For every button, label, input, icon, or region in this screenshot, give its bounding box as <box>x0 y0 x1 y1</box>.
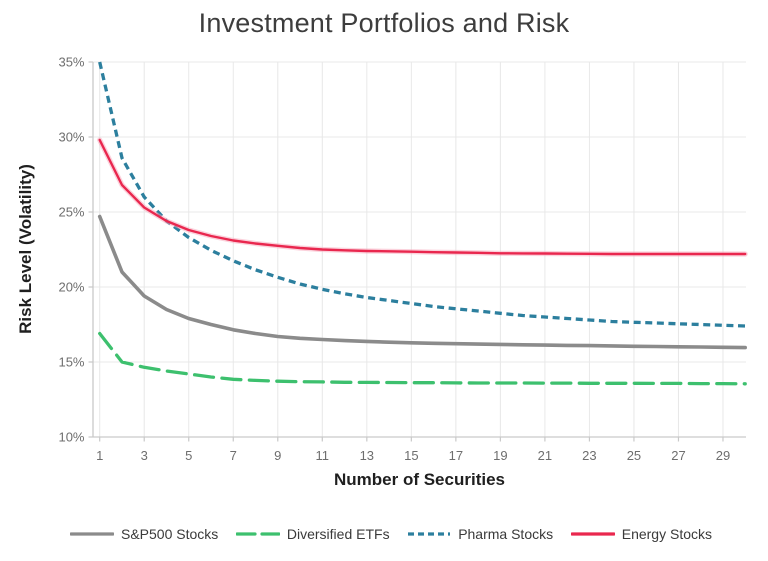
svg-text:15%: 15% <box>58 355 84 370</box>
svg-text:11: 11 <box>316 448 330 463</box>
series-line-s-p500-stocks <box>97 214 748 350</box>
svg-text:9: 9 <box>274 448 281 463</box>
legend-item-pharma-stocks: Pharma Stocks <box>407 526 553 542</box>
legend-line-sample-sp500 <box>70 532 114 536</box>
legend-line-sample-energy-stocks <box>570 532 615 536</box>
legend-item-diversified-etfs: Diversified ETFs <box>235 526 390 542</box>
axes <box>88 61 746 442</box>
legend: S&P500 Stocks Diversified ETFs Pharma St… <box>70 523 712 545</box>
svg-text:3: 3 <box>141 448 148 463</box>
legend-line-sample-pharma-stocks <box>408 532 451 536</box>
series-line-pharma-stocks <box>98 61 746 328</box>
series-halo-energy-stocks <box>97 137 748 257</box>
series-line-diversified-etfs <box>98 331 747 386</box>
svg-text:29: 29 <box>716 448 730 463</box>
gridlines <box>93 61 746 437</box>
svg-text:10%: 10% <box>58 430 84 445</box>
legend-item-sp500-stocks: S&P500 Stocks <box>70 526 218 542</box>
svg-text:15: 15 <box>404 448 418 463</box>
legend-label-energy-stocks: Energy Stocks <box>621 526 712 542</box>
svg-text:35%: 35% <box>58 55 84 70</box>
svg-text:17: 17 <box>449 448 463 463</box>
svg-text:23: 23 <box>582 448 596 463</box>
svg-text:5: 5 <box>185 448 192 463</box>
x-tick-labels: 1 3 5 7 9 11 13 15 17 19 21 23 25 27 29 <box>96 448 730 463</box>
svg-text:19: 19 <box>493 448 507 463</box>
series-line-energy-stocks <box>98 138 747 256</box>
svg-text:1: 1 <box>96 448 103 463</box>
legend-label-pharma-stocks: Pharma Stocks <box>458 526 554 542</box>
y-tick-labels: 10% 15% 20% 25% 30% 35% <box>58 55 84 445</box>
x-axis-title: Number of Securities <box>334 470 505 489</box>
svg-text:7: 7 <box>230 448 237 463</box>
svg-text:25: 25 <box>627 448 641 463</box>
svg-text:27: 27 <box>671 448 685 463</box>
svg-text:20%: 20% <box>58 280 84 295</box>
legend-label-sp500-stocks: S&P500 Stocks <box>121 526 219 542</box>
legend-line-sample-diversified-etfs <box>235 532 280 536</box>
chart-title: Investment Portfolios and Risk <box>198 8 570 38</box>
legend-label-diversified-etfs: Diversified ETFs <box>286 526 390 542</box>
svg-text:21: 21 <box>538 448 552 463</box>
svg-text:30%: 30% <box>58 130 84 145</box>
svg-text:25%: 25% <box>58 205 84 220</box>
legend-item-energy-stocks: Energy Stocks <box>570 526 712 542</box>
svg-text:13: 13 <box>360 448 374 463</box>
